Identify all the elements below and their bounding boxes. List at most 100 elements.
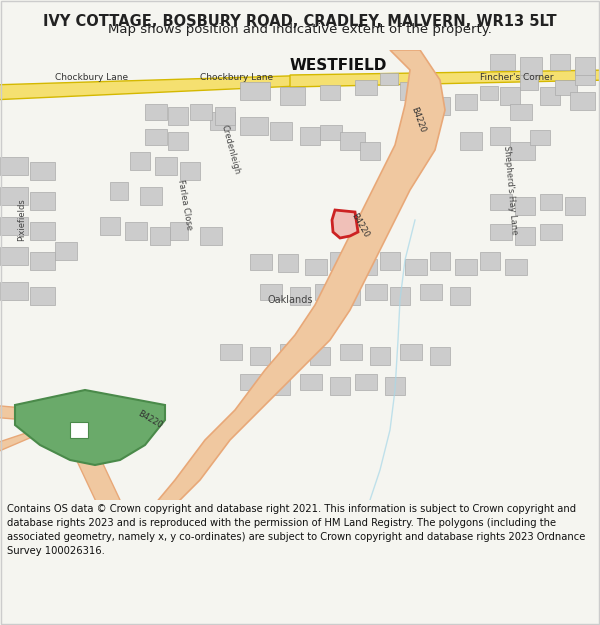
Bar	[250, 254, 272, 270]
Bar	[220, 344, 242, 360]
Bar	[540, 87, 560, 105]
Bar	[320, 85, 340, 100]
Text: B4220: B4220	[136, 409, 164, 431]
Polygon shape	[332, 210, 358, 238]
Text: B4220: B4220	[409, 106, 427, 134]
Text: Shepherd's Hay Lane: Shepherd's Hay Lane	[502, 145, 518, 235]
Bar	[455, 259, 477, 275]
Bar	[180, 162, 200, 180]
Bar	[0, 187, 28, 205]
Bar	[270, 122, 292, 140]
Bar	[280, 87, 305, 105]
Bar	[110, 182, 128, 200]
Bar	[155, 157, 177, 175]
Bar	[100, 217, 120, 235]
Bar	[490, 224, 512, 240]
Text: Contains OS data © Crown copyright and database right 2021. This information is : Contains OS data © Crown copyright and d…	[7, 504, 586, 556]
Bar	[270, 377, 290, 395]
Bar	[370, 347, 390, 365]
Bar	[250, 347, 270, 365]
Bar	[450, 287, 470, 305]
Bar	[30, 287, 55, 305]
Text: Farlea Close: Farlea Close	[176, 179, 194, 231]
Bar	[280, 344, 302, 360]
Bar	[555, 80, 577, 95]
Bar	[30, 162, 55, 180]
Bar	[385, 377, 405, 395]
Text: Fincher's Corner: Fincher's Corner	[480, 74, 554, 82]
Bar	[315, 284, 337, 300]
Bar	[130, 152, 150, 170]
Bar	[125, 222, 147, 240]
Bar	[240, 82, 270, 100]
Bar	[70, 422, 88, 438]
Bar	[510, 142, 535, 160]
Polygon shape	[290, 70, 600, 87]
Bar	[575, 57, 595, 75]
Bar	[30, 192, 55, 210]
Text: WESTFIELD: WESTFIELD	[290, 58, 388, 72]
Bar	[565, 197, 585, 215]
Bar	[145, 129, 167, 145]
Bar	[0, 247, 28, 265]
Bar	[330, 252, 350, 270]
Bar	[515, 197, 535, 215]
Bar	[340, 287, 360, 305]
Bar	[168, 107, 188, 125]
Bar	[240, 374, 262, 390]
Bar	[400, 344, 422, 360]
Bar	[215, 107, 235, 125]
Bar	[210, 112, 235, 130]
Text: Chockbury Lane: Chockbury Lane	[200, 74, 273, 82]
Polygon shape	[0, 415, 120, 510]
Polygon shape	[15, 390, 165, 465]
Text: IVY COTTAGE, BOSBURY ROAD, CRADLEY, MALVERN, WR13 5LT: IVY COTTAGE, BOSBURY ROAD, CRADLEY, MALV…	[43, 14, 557, 29]
Bar	[530, 130, 550, 145]
Bar	[430, 252, 450, 270]
Bar	[190, 104, 212, 120]
Bar	[168, 132, 188, 150]
Bar	[430, 97, 450, 115]
Text: B4220: B4220	[349, 211, 371, 239]
Bar	[570, 92, 595, 110]
Bar	[150, 227, 170, 245]
Polygon shape	[150, 50, 445, 510]
Bar	[290, 287, 310, 305]
Bar	[0, 282, 28, 300]
Bar	[520, 75, 538, 90]
Text: Chockbury Lane: Chockbury Lane	[55, 74, 128, 82]
Text: Map shows position and indicative extent of the property.: Map shows position and indicative extent…	[108, 23, 492, 36]
Bar	[380, 252, 400, 270]
Bar	[480, 252, 500, 270]
Bar	[240, 117, 268, 135]
Text: Oaklands: Oaklands	[267, 295, 313, 305]
Bar	[540, 194, 562, 210]
Bar	[490, 194, 512, 210]
Bar	[140, 187, 162, 205]
Bar	[305, 259, 327, 275]
Bar	[360, 142, 380, 160]
Bar	[480, 86, 498, 100]
Bar	[430, 347, 450, 365]
Bar	[575, 70, 595, 85]
Bar	[200, 227, 222, 245]
Bar	[310, 347, 330, 365]
Bar	[170, 222, 188, 240]
Text: Credenleigh: Credenleigh	[219, 124, 241, 176]
Bar	[30, 222, 55, 240]
Bar	[515, 227, 535, 245]
Bar	[520, 57, 542, 75]
Polygon shape	[0, 75, 320, 100]
Bar	[340, 344, 362, 360]
Bar	[510, 104, 532, 120]
Bar	[365, 284, 387, 300]
Bar	[145, 104, 167, 120]
Bar	[550, 54, 570, 70]
Bar	[415, 90, 433, 105]
Polygon shape	[0, 405, 130, 430]
Bar	[420, 284, 442, 300]
Bar	[490, 127, 510, 145]
Bar	[0, 217, 28, 235]
Text: Pixiefields: Pixiefields	[17, 199, 26, 241]
Bar	[278, 254, 298, 272]
